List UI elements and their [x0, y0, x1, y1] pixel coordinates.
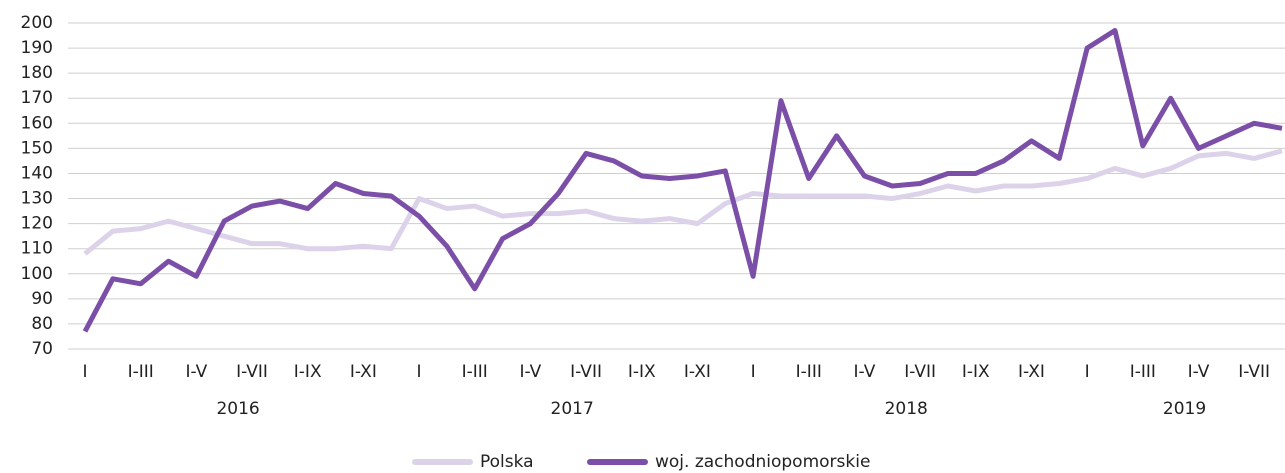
x-tick-label: I	[1085, 362, 1090, 382]
x-tick-label: I-IX	[294, 362, 322, 382]
x-tick-label: I-V	[1188, 362, 1210, 382]
y-tick-label: 150	[21, 138, 53, 158]
y-tick-label: 120	[21, 214, 53, 234]
y-tick-label: 90	[31, 289, 53, 309]
x-tick-label: I	[82, 362, 87, 382]
x-tick-label: I-III	[796, 362, 822, 382]
x-tick-label: I-IX	[628, 362, 656, 382]
legend-label: woj. zachodniopomorskie	[655, 452, 870, 472]
x-tick-label: I-III	[462, 362, 488, 382]
x-tick-label: I-VII	[1238, 362, 1270, 382]
x-tick-label: I	[751, 362, 756, 382]
x-tick-label: I	[417, 362, 422, 382]
x-tick-label: I-XI	[684, 362, 711, 382]
x-tick-label: I-XI	[350, 362, 377, 382]
x-tick-label: I-III	[128, 362, 154, 382]
x-group-label: 2019	[1163, 399, 1206, 419]
y-tick-label: 190	[21, 38, 53, 58]
x-tick-label: I-VII	[236, 362, 268, 382]
x-tick-label: I-IX	[962, 362, 990, 382]
y-tick-label: 110	[21, 239, 53, 259]
y-tick-label: 180	[21, 63, 53, 83]
y-tick-label: 160	[21, 113, 53, 133]
y-tick-label: 70	[31, 339, 53, 359]
x-tick-label: I-VII	[570, 362, 602, 382]
x-tick-label: I-V	[185, 362, 207, 382]
y-tick-label: 80	[31, 314, 53, 334]
x-tick-label: I-VII	[904, 362, 936, 382]
x-tick-label: I-V	[854, 362, 876, 382]
y-tick-label: 100	[21, 264, 53, 284]
series-line	[82, 28, 1283, 333]
series-line	[83, 148, 1283, 256]
legend-label: Polska	[480, 452, 534, 472]
x-group-label: 2017	[551, 399, 594, 419]
x-group-label: 2016	[216, 399, 259, 419]
y-tick-label: 170	[21, 88, 53, 108]
x-tick-label: I-V	[520, 362, 542, 382]
y-tick-label: 130	[21, 189, 53, 209]
y-tick-label: 200	[21, 13, 53, 33]
x-group-label: 2018	[885, 399, 928, 419]
y-tick-label: 140	[21, 163, 53, 183]
x-tick-label: I-III	[1130, 362, 1156, 382]
x-tick-label: I-XI	[1018, 362, 1045, 382]
